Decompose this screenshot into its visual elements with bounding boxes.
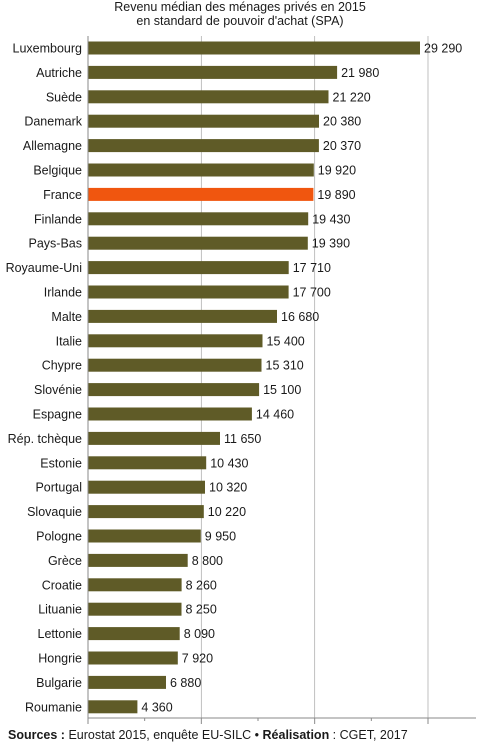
bar — [88, 383, 260, 397]
value-label: 19 890 — [317, 188, 355, 202]
category-label: Finlande — [34, 212, 82, 226]
value-label: 6 880 — [170, 676, 201, 690]
value-label: 8 260 — [186, 578, 217, 592]
value-label: 15 310 — [266, 359, 304, 373]
value-label: 4 360 — [141, 700, 172, 714]
value-label: 7 920 — [182, 652, 213, 666]
bar — [88, 114, 319, 128]
category-label: Chypre — [42, 359, 82, 373]
bar — [88, 675, 166, 689]
category-label: Royaume-Uni — [6, 261, 82, 275]
value-label: 15 400 — [267, 334, 305, 348]
value-label: 10 220 — [208, 505, 246, 519]
bar — [88, 529, 201, 543]
category-label: Autriche — [36, 66, 82, 80]
bar — [88, 505, 204, 519]
bar — [88, 261, 289, 275]
chart-title-line: Revenu médian des ménages privés en 2015 — [114, 0, 366, 14]
bar — [88, 163, 314, 177]
value-label: 21 980 — [341, 66, 379, 80]
bar — [88, 480, 205, 494]
category-label: Malte — [51, 310, 82, 324]
value-label: 17 710 — [293, 261, 331, 275]
value-label: 8 800 — [192, 554, 223, 568]
realisation-label: Réalisation — [262, 728, 330, 742]
value-label: 21 220 — [333, 90, 371, 104]
bar — [88, 139, 319, 153]
chart-title-line: en standard de pouvoir d'achat (SPA) — [136, 14, 343, 28]
category-label: Luxembourg — [13, 42, 83, 56]
category-label: Roumanie — [25, 700, 82, 714]
bar — [88, 358, 262, 372]
bar — [88, 456, 207, 470]
bar-chart: Revenu médian des ménages privés en 2015… — [6, 0, 476, 724]
bar — [88, 431, 220, 445]
value-label: 20 370 — [323, 139, 361, 153]
bar — [88, 187, 314, 201]
category-label: France — [43, 188, 82, 202]
category-label: Pays-Bas — [29, 237, 83, 251]
bar — [88, 627, 180, 641]
category-label: Lituanie — [38, 603, 82, 617]
bar — [88, 700, 138, 714]
value-label: 11 650 — [224, 432, 261, 446]
value-label: 10 320 — [209, 481, 247, 495]
category-label: Italie — [56, 334, 82, 348]
category-label: Lettonie — [38, 627, 83, 641]
bars — [88, 41, 420, 714]
category-labels: Luxembourg Autriche Suède Danemark Allemagne… — [6, 42, 83, 715]
bar — [88, 651, 178, 665]
value-label: 29 290 — [424, 42, 462, 56]
source-note: Sources : Eurostat 2015, enquête EU-SILC… — [8, 728, 408, 742]
bar — [88, 602, 182, 616]
value-label: 17 700 — [293, 286, 331, 300]
value-label: 19 920 — [318, 164, 356, 178]
bar — [88, 65, 338, 79]
bar — [88, 553, 188, 567]
category-label: Slovaquie — [27, 505, 82, 519]
category-label: Espagne — [33, 408, 82, 422]
value-label: 16 680 — [281, 310, 319, 324]
category-label: Rép. tchèque — [8, 432, 82, 446]
value-label: 15 100 — [263, 383, 301, 397]
value-labels: 29 290 21 980 21 220 20 380 20 370 19 920 19 8… — [141, 42, 462, 715]
bar — [88, 407, 252, 421]
value-label: 9 950 — [205, 530, 236, 544]
category-label: Grèce — [48, 554, 82, 568]
sources-text: Eurostat 2015, enquête EU-SILC • — [64, 728, 263, 742]
sources-label: Sources : — [8, 728, 65, 742]
category-label: Irlande — [44, 286, 82, 300]
value-label: 20 380 — [323, 115, 361, 129]
category-label: Portugal — [35, 481, 82, 495]
x-axis — [87, 36, 476, 724]
category-label: Slovénie — [34, 383, 82, 397]
value-label: 19 430 — [312, 212, 350, 226]
category-label: Danemark — [24, 115, 82, 129]
bar — [88, 334, 263, 348]
bar — [88, 578, 182, 592]
chart-title: Revenu médian des ménages privés en 2015… — [114, 0, 366, 28]
bar — [88, 41, 420, 55]
bar — [88, 90, 329, 104]
category-label: Croatie — [42, 578, 82, 592]
category-label: Bulgarie — [36, 676, 82, 690]
category-label: Suède — [46, 90, 82, 104]
grid-lines — [200, 36, 429, 718]
realisation-text: : CGET, 2017 — [329, 728, 408, 742]
value-label: 10 430 — [210, 456, 248, 470]
bar — [88, 212, 309, 226]
bar — [88, 309, 277, 323]
bar — [88, 285, 289, 299]
value-label: 8 090 — [184, 627, 215, 641]
category-label: Belgique — [33, 164, 82, 178]
category-label: Pologne — [36, 530, 82, 544]
value-label: 19 390 — [312, 237, 350, 251]
bar — [88, 236, 308, 250]
category-label: Hongrie — [38, 652, 82, 666]
category-label: Allemagne — [23, 139, 82, 153]
value-label: 14 460 — [256, 408, 294, 422]
category-label: Estonie — [40, 456, 82, 470]
value-label: 8 250 — [186, 603, 217, 617]
